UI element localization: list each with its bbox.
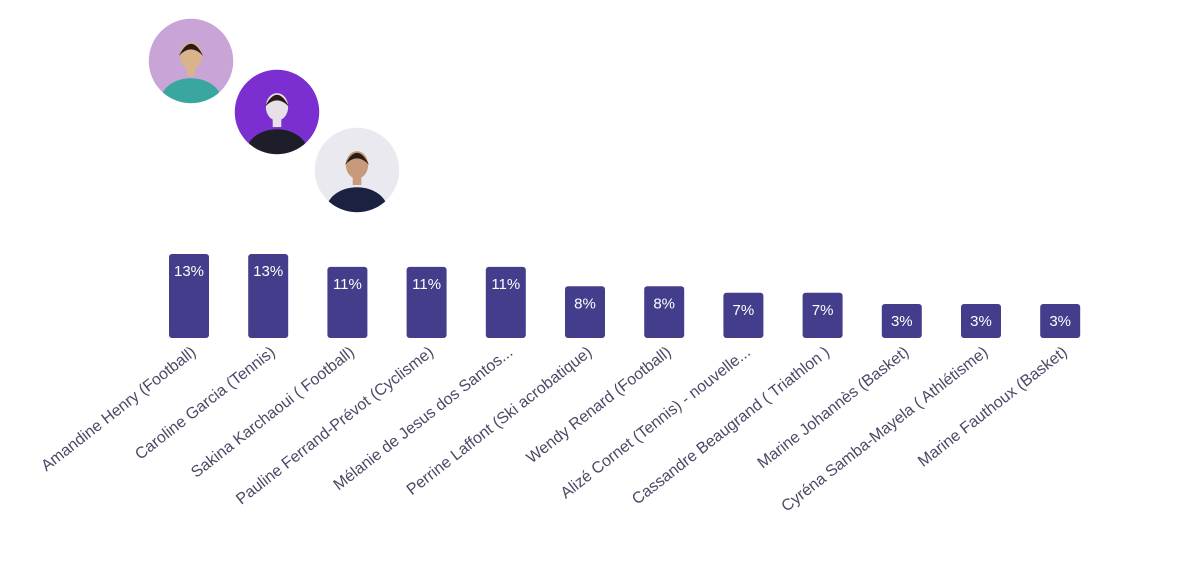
player-photo [233, 68, 321, 156]
category-label: Sakina Karchaoui ( Football) [188, 344, 358, 482]
photo-hair [344, 152, 370, 165]
category-labels-layer: Amandine Henry (Football)Caroline Garcia… [38, 344, 1070, 516]
bars-layer: 13% 13% 11% 11% 11% 8% 8% 7% 7% 3% 3% 3% [169, 254, 1081, 338]
bar-group: 7% [723, 292, 764, 338]
bar [327, 266, 368, 338]
category-label: Marine Johannès (Basket) [755, 344, 913, 472]
photo-body [160, 78, 222, 104]
bar-group: 11% [327, 266, 368, 338]
bar-value-label: 8% [653, 295, 675, 312]
bar-group: 11% [406, 266, 447, 338]
bar [169, 254, 209, 338]
photo-ring [147, 17, 235, 105]
bar-group: 8% [565, 286, 605, 338]
photos-layer [147, 17, 401, 214]
photo-ring [233, 68, 321, 156]
photo-body [326, 187, 388, 213]
category-label: Wendy Renard (Football) [524, 344, 675, 467]
player-photo [147, 17, 235, 105]
category-label: Amandine Henry (Football) [38, 344, 199, 475]
bar-group: 13% [248, 254, 289, 338]
bar-value-label: 11% [412, 276, 441, 293]
bar-group: 8% [644, 286, 685, 338]
bar-group: 11% [485, 266, 526, 338]
category-label: Marine Fauthoux (Basket) [915, 344, 1071, 471]
bar [485, 266, 526, 338]
bar-value-label: 7% [733, 302, 755, 319]
bar-value-label: 13% [253, 263, 283, 280]
photo-hair [178, 43, 204, 56]
bar [248, 254, 289, 338]
bar-group: 13% [169, 254, 209, 338]
bar-value-label: 11% [333, 276, 362, 293]
bar [565, 286, 605, 338]
bar-value-label: 11% [491, 276, 520, 293]
bar [723, 292, 764, 338]
photo-neck [186, 63, 196, 77]
photo-neck [272, 114, 282, 128]
bar-value-label: 3% [891, 313, 913, 330]
photo-body [246, 129, 308, 155]
bar-value-label: 8% [574, 295, 596, 312]
bar [406, 266, 447, 338]
bar-group: 3% [881, 304, 922, 338]
photo-ring [313, 126, 401, 214]
bar [881, 304, 922, 338]
category-label: Caroline Garcia (Tennis) [132, 344, 278, 464]
bar-value-label: 3% [1049, 313, 1071, 330]
bar-group: 3% [1040, 304, 1081, 338]
bar-group: 3% [961, 304, 1001, 338]
bar [644, 286, 685, 338]
bar-value-label: 7% [812, 302, 834, 319]
bar-value-label: 3% [970, 313, 992, 330]
photo-hair [264, 94, 290, 107]
bar [1040, 304, 1081, 338]
bar [802, 292, 843, 338]
bar-value-label: 13% [174, 263, 204, 280]
bar [961, 304, 1001, 338]
bar-group: 7% [802, 292, 843, 338]
player-photo [313, 126, 401, 214]
